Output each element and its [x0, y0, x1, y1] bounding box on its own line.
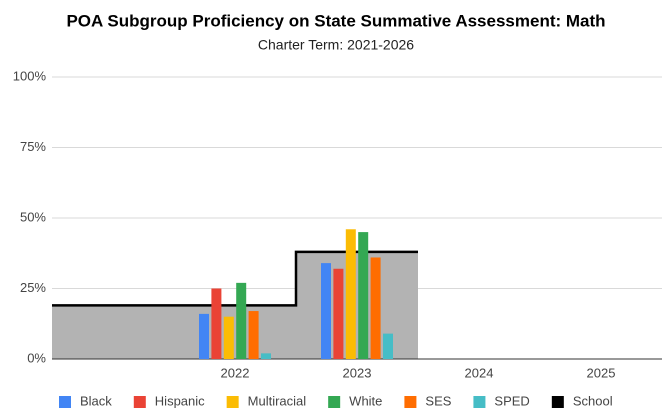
chart-subtitle: Charter Term: 2021-2026: [258, 37, 414, 53]
bar: [248, 311, 259, 359]
bar: [261, 353, 271, 359]
legend-swatch: [133, 396, 146, 408]
legend-label: Black: [80, 393, 112, 408]
legend-swatch: [473, 396, 486, 408]
legend-label: Hispanic: [155, 393, 205, 408]
legend-label: Multiracial: [248, 393, 307, 408]
bar: [211, 288, 222, 359]
bar: [223, 316, 234, 359]
bar: [236, 282, 247, 359]
legend-swatch: [404, 396, 417, 408]
legend-swatch: [59, 396, 71, 408]
bar: [383, 333, 393, 359]
bar: [333, 268, 344, 359]
legend-label: SPED: [494, 393, 529, 408]
y-tick-label: 75%: [20, 139, 46, 154]
bar: [199, 313, 209, 359]
bar: [358, 232, 369, 359]
y-tick-label: 25%: [20, 280, 46, 295]
bar: [345, 229, 356, 359]
legend-label: School: [573, 393, 613, 408]
y-tick-label: 50%: [20, 209, 46, 224]
x-tick-label: 2022: [221, 365, 250, 380]
legend-swatch: [551, 396, 564, 408]
bar: [321, 263, 331, 359]
x-tick-label: 2023: [343, 365, 372, 380]
x-tick-label: 2025: [587, 365, 616, 380]
legend-label: SES: [425, 393, 451, 408]
legend-label: White: [349, 393, 382, 408]
y-tick-label: 0%: [27, 350, 46, 365]
legend-swatch: [328, 396, 341, 408]
chart-title: POA Subgroup Proficiency on State Summat…: [66, 11, 605, 30]
y-tick-label: 100%: [13, 68, 47, 83]
bar: [370, 257, 381, 359]
legend-swatch: [226, 396, 239, 408]
school-line: [52, 250, 418, 307]
x-tick-label: 2024: [465, 365, 494, 380]
